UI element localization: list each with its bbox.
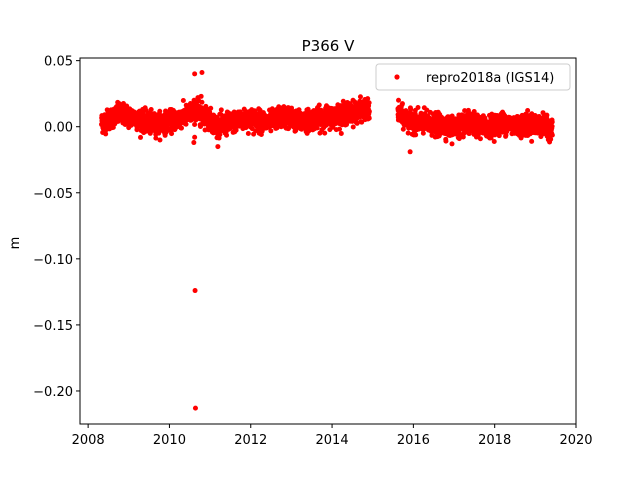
chart-title: P366 V [302, 37, 355, 55]
x-tick-label: 2018 [478, 433, 511, 448]
y-tick-label: −0.20 [33, 385, 73, 400]
data-point [169, 131, 175, 137]
data-point [420, 130, 426, 136]
data-point [396, 97, 402, 103]
data-point [217, 132, 223, 138]
data-point [529, 138, 535, 144]
data-point [208, 105, 214, 111]
data-point [491, 139, 497, 144]
data-point [215, 144, 221, 150]
data-point [407, 149, 413, 155]
data-point [192, 405, 198, 411]
data-point [443, 138, 449, 144]
data-point [415, 105, 421, 111]
data-point [148, 106, 154, 112]
x-tick-label: 2016 [397, 433, 430, 448]
data-point [366, 100, 372, 106]
data-point [413, 132, 419, 138]
y-tick-label: 0.00 [44, 121, 73, 136]
data-point [192, 134, 198, 140]
data-point [316, 102, 322, 108]
data-point [199, 99, 205, 105]
data-point [103, 131, 109, 137]
data-point [199, 70, 205, 76]
data-point [224, 132, 230, 138]
data-point [322, 130, 328, 136]
data-point [191, 140, 197, 146]
legend-marker [394, 74, 400, 80]
data-point [233, 127, 239, 133]
data-point [549, 123, 555, 129]
data-point [202, 127, 208, 133]
data-point [525, 107, 531, 113]
data-point [178, 125, 184, 131]
y-tick-label: −0.15 [33, 319, 73, 334]
x-tick-label: 2010 [153, 433, 186, 448]
data-point [337, 126, 343, 132]
y-axis-label: m [8, 237, 23, 250]
y-tick-label: −0.05 [33, 187, 73, 202]
data-point [289, 105, 295, 111]
data-point [268, 128, 274, 134]
data-point [477, 136, 483, 142]
data-point [549, 132, 555, 138]
x-tick-label: 2014 [316, 433, 349, 448]
data-point [157, 137, 163, 143]
data-point [227, 125, 233, 131]
data-point [207, 109, 213, 115]
legend-label: repro2018a (IGS14) [426, 71, 554, 86]
data-point [357, 94, 363, 100]
data-point [549, 119, 555, 125]
legend: repro2018a (IGS14) [375, 63, 571, 91]
data-point [449, 141, 455, 147]
data-point [218, 107, 224, 113]
data-point [198, 124, 203, 129]
data-point [153, 135, 159, 141]
data-point [192, 288, 198, 294]
data-points [99, 70, 555, 411]
x-tick-label: 2012 [234, 433, 267, 448]
data-point [399, 101, 405, 107]
data-point [314, 125, 320, 131]
data-point [183, 121, 189, 127]
data-point [366, 115, 372, 121]
data-point [350, 124, 356, 130]
data-point [138, 134, 144, 140]
data-point [366, 109, 372, 115]
data-point [180, 97, 186, 103]
y-tick-label: 0.05 [44, 55, 73, 70]
x-tick-label: 2020 [559, 433, 592, 448]
data-point [245, 130, 251, 136]
data-point [157, 108, 163, 114]
data-point [192, 121, 198, 127]
y-tick-label: −0.10 [33, 253, 73, 268]
x-tick-label: 2008 [72, 433, 105, 448]
data-point [198, 93, 204, 99]
data-point [192, 71, 198, 77]
data-point [338, 131, 344, 137]
